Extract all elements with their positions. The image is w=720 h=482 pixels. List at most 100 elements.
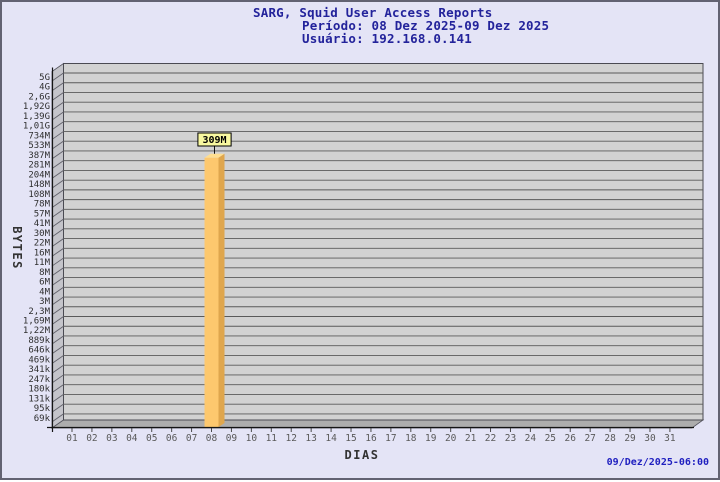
y-tick-label: 281M	[28, 161, 50, 171]
y-tick-3d	[51, 189, 64, 199]
y-tick-label: 30M	[34, 229, 51, 239]
y-tick-label: 387M	[28, 151, 50, 161]
y-tick-3d	[51, 218, 64, 228]
y-tick-label: 2,3M	[28, 307, 50, 317]
y-tick-3d	[51, 179, 64, 189]
bar-value-label: 309M	[202, 135, 226, 146]
y-tick-3d	[51, 247, 64, 257]
y-tick-3d	[51, 238, 64, 247]
y-tick-label: 341k	[28, 365, 50, 375]
y-tick-label: 1,01G	[23, 122, 50, 132]
y-tick-label: 889k	[28, 336, 50, 346]
x-tick-label: 21	[465, 433, 477, 444]
x-tick-label: 02	[86, 433, 97, 444]
x-tick-label: 09	[226, 433, 238, 444]
x-tick-label: 19	[425, 433, 437, 444]
y-tick-label: 41M	[34, 219, 51, 229]
y-tick-3d	[51, 364, 64, 374]
x-tick-label: 05	[146, 433, 157, 444]
y-tick-3d	[51, 111, 64, 121]
x-tick-label: 22	[485, 433, 496, 444]
y-tick-label: 8M	[39, 268, 50, 278]
y-tick-3d	[51, 413, 64, 423]
x-tick-label: 27	[584, 433, 595, 444]
y-tick-label: 22M	[34, 239, 51, 249]
y-tick-label: 78M	[34, 200, 51, 210]
x-tick-label: 23	[505, 433, 516, 444]
axis-floor-3d	[50, 419, 705, 429]
y-tick-label: 16M	[34, 248, 51, 258]
x-tick-label: 13	[305, 433, 316, 444]
y-tick-label: 1,39G	[23, 112, 50, 122]
y-tick-3d	[51, 384, 64, 394]
y-tick-label: 5G	[39, 73, 50, 83]
y-tick-3d	[51, 394, 64, 403]
x-tick-label: 30	[644, 433, 656, 444]
bar-side-face	[218, 153, 225, 427]
y-tick-label: 646k	[28, 346, 50, 356]
y-tick-label: 11M	[34, 258, 51, 268]
y-tick-label: 247k	[28, 375, 50, 385]
y-tick-label: 4G	[39, 83, 50, 93]
y-tick-label: 1,22M	[23, 326, 51, 336]
report-generated-timestamp: 09/Dez/2025-06:00	[606, 457, 709, 468]
y-tick-3d	[51, 403, 64, 413]
y-tick-3d	[51, 374, 64, 384]
y-tick-3d	[51, 325, 64, 335]
y-tick-label: 4M	[39, 287, 50, 297]
bar-top-face	[204, 153, 225, 158]
x-tick-label: 07	[186, 433, 197, 444]
y-tick-label: 180k	[28, 385, 50, 395]
bar	[204, 157, 219, 427]
x-tick-label: 14	[325, 433, 337, 444]
y-tick-label: 131k	[28, 394, 50, 404]
y-tick-3d	[51, 140, 64, 150]
y-tick-3d	[51, 82, 64, 92]
x-tick-label: 03	[106, 433, 117, 444]
y-tick-3d	[51, 199, 64, 208]
chart-title: SARG, Squid User Access Reports	[253, 5, 493, 20]
x-tick-label: 29	[624, 433, 636, 444]
y-tick-3d	[51, 208, 64, 218]
x-tick-label: 20	[445, 433, 457, 444]
y-tick-label: 469k	[28, 355, 50, 365]
x-tick-label: 31	[664, 433, 676, 444]
y-tick-label: 734M	[28, 131, 50, 141]
y-tick-label: 204M	[28, 170, 50, 180]
x-axis-title: DIAS	[344, 448, 380, 462]
x-tick-label: 24	[525, 433, 537, 444]
x-tick-label: 04	[126, 433, 138, 444]
x-tick-label: 10	[246, 433, 258, 444]
y-tick-3d	[51, 277, 64, 286]
x-tick-label: 08	[206, 433, 218, 444]
y-tick-label: 2,6G	[28, 92, 50, 102]
y-tick-label: 95k	[34, 404, 51, 414]
y-tick-3d	[51, 131, 64, 140]
y-tick-3d	[51, 121, 64, 131]
bar-value-box	[197, 132, 232, 147]
chart-subtitle-period: Período: 08 Dez 2025-09 Dez 2025	[302, 18, 550, 33]
y-tick-label: 6M	[39, 278, 50, 288]
x-tick-label: 26	[565, 433, 577, 444]
y-tick-label: 3M	[39, 297, 50, 307]
y-tick-3d	[51, 355, 64, 364]
y-tick-label: 108M	[28, 190, 50, 200]
x-tick-label: 25	[545, 433, 556, 444]
x-tick-label: 16	[365, 433, 377, 444]
x-tick-label: 06	[166, 433, 178, 444]
x-tick-label: 11	[266, 433, 278, 444]
y-tick-3d	[51, 72, 64, 82]
y-tick-3d	[51, 160, 64, 170]
x-tick-label: 17	[385, 433, 396, 444]
y-tick-label: 57M	[34, 209, 51, 219]
y-tick-label: 69k	[34, 414, 51, 424]
y-tick-label: 148M	[28, 180, 50, 190]
y-tick-3d	[51, 286, 64, 296]
y-tick-3d	[51, 296, 64, 306]
x-tick-label: 01	[66, 433, 78, 444]
y-tick-3d	[51, 228, 64, 238]
y-tick-3d	[51, 257, 64, 267]
y-tick-label: 1,92G	[23, 102, 50, 112]
